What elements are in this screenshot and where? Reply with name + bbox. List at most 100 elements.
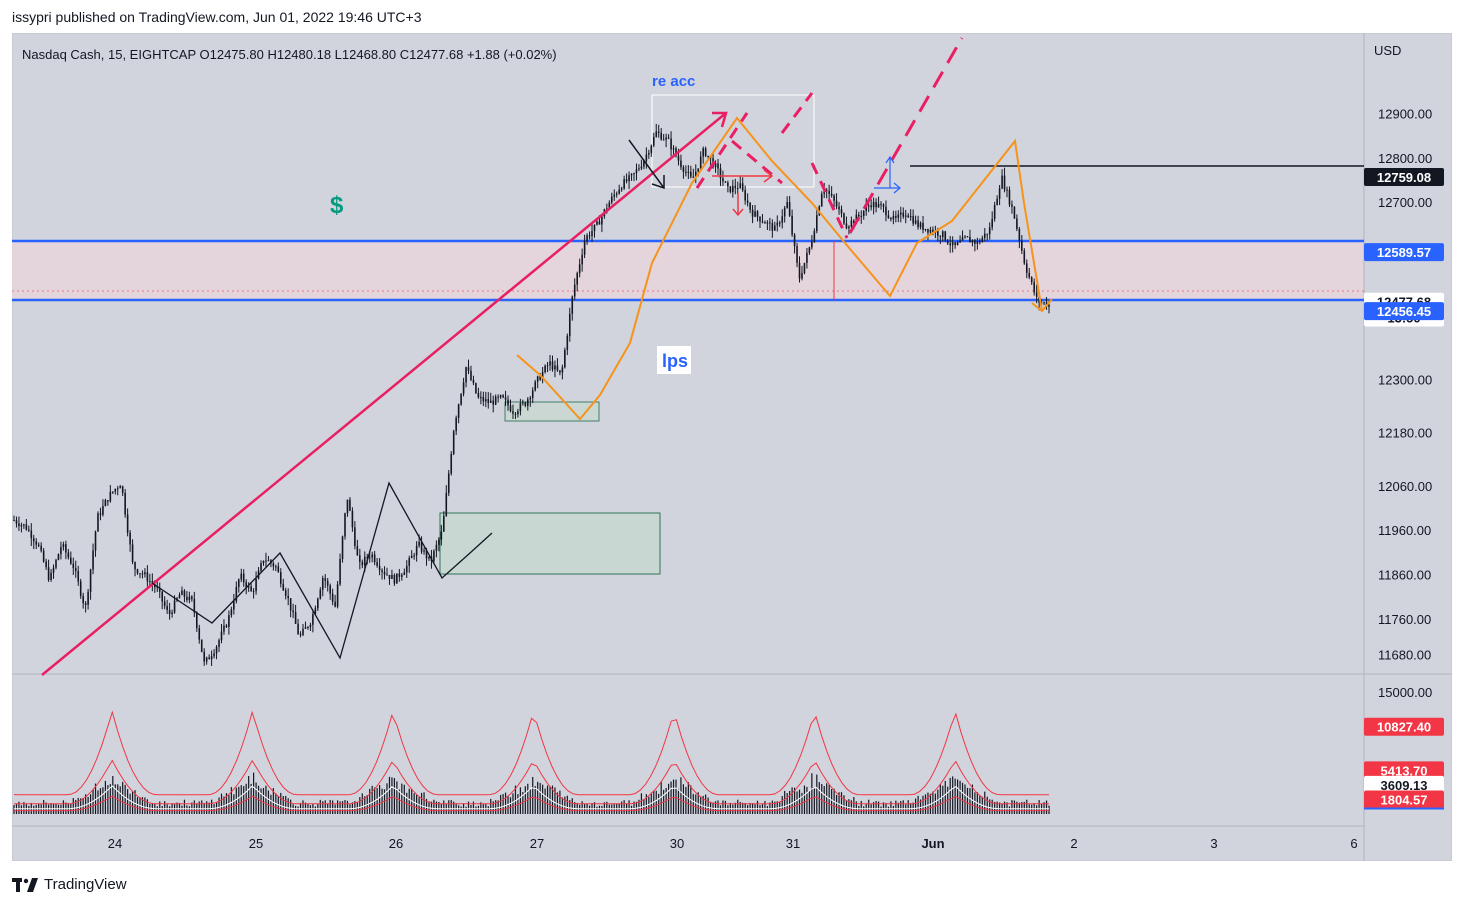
candle-body (314, 608, 317, 615)
candle-body (833, 195, 835, 201)
trading-chart[interactable]: re acc lps $ Nasdaq Cash, 15, EIGHTCAP O… (12, 33, 1452, 861)
candle-body (312, 614, 314, 625)
price-axis[interactable]: 12900.00 12800.00 12700.00 12300.00 12180.00… (1378, 106, 1432, 662)
dashed-line-b[interactable] (731, 139, 783, 185)
candle-body (946, 240, 949, 244)
candle-body (210, 656, 213, 660)
volume-tag-label: 10827.40 (1377, 720, 1431, 735)
time-tick-label: 25 (249, 836, 263, 851)
candle-body (652, 136, 655, 146)
candle-body (158, 587, 161, 592)
dashed-line-d[interactable] (810, 162, 849, 239)
candle-body (877, 203, 880, 208)
candle-body (512, 411, 514, 414)
candle-body (897, 214, 900, 218)
candle-body (554, 365, 556, 370)
candle-body (633, 173, 635, 175)
candle-body (200, 639, 203, 652)
candle-body (598, 221, 601, 225)
candle-body (783, 207, 786, 217)
volume-tag-bg (1364, 761, 1444, 780)
small-zone-box[interactable] (504, 401, 600, 422)
dashed-line-e[interactable] (848, 37, 964, 234)
orange-zigzag[interactable] (516, 116, 1043, 421)
candle-body (744, 190, 746, 201)
currency-label[interactable]: USD (1374, 43, 1401, 58)
candle-body (32, 538, 35, 542)
price-tick-label: 12700.00 (1378, 195, 1432, 210)
candle-body (1028, 272, 1031, 278)
candle-body (885, 206, 887, 216)
black-arrow[interactable] (628, 139, 665, 189)
candle-body (596, 221, 598, 225)
candle-body (193, 598, 196, 613)
symbol-legend[interactable]: Nasdaq Cash, 15, EIGHTCAP O12475.80 H124… (22, 47, 557, 62)
candle-body (887, 215, 890, 218)
dashed-line-c[interactable] (780, 92, 814, 134)
candle-body (109, 491, 112, 502)
candle-body (104, 500, 107, 507)
dashed-line-a[interactable] (695, 112, 749, 189)
candle-body (912, 216, 914, 224)
time-tick-label: Jun (921, 836, 944, 851)
candle-body (830, 193, 833, 196)
trend-line[interactable] (41, 112, 727, 676)
candle-body (388, 575, 391, 579)
candle-body (173, 600, 176, 613)
blue-arrow-right-head (893, 182, 901, 194)
time-axis[interactable]: 24 25 26 27 30 31 Jun 2 3 6 (108, 836, 1358, 851)
footer-brand[interactable]: TradingView (44, 876, 127, 893)
candle-body (648, 153, 650, 155)
candle-body (628, 175, 630, 182)
candle-body (465, 367, 467, 383)
volume-tag-bg (1364, 775, 1444, 794)
candle-body (732, 185, 734, 193)
black-zigzag[interactable] (151, 481, 493, 660)
candle-body (586, 235, 588, 242)
candle-body (391, 574, 393, 579)
candle-body (92, 550, 94, 570)
candle-body (252, 591, 255, 593)
candle-body (766, 222, 769, 224)
demand-zone-box[interactable] (439, 512, 661, 575)
candle-body (319, 589, 322, 599)
candle-body (993, 205, 996, 219)
candle-body (895, 215, 897, 218)
candle-body (677, 155, 680, 161)
candle-body (124, 492, 126, 515)
candle-body (618, 189, 620, 194)
candle-body (746, 200, 749, 203)
candle-body (467, 367, 470, 371)
candle-body (880, 203, 882, 205)
candle-body (376, 562, 378, 566)
candle-body (704, 148, 707, 156)
candle-body (764, 222, 766, 224)
candle-body (714, 163, 717, 168)
candle-body (692, 176, 695, 178)
candle-body (588, 235, 591, 237)
candle-body (1018, 229, 1021, 241)
candle-body (74, 568, 77, 571)
candle-body (576, 273, 578, 285)
blue-arrow-up-head (885, 155, 895, 164)
volume-band-line (14, 759, 1049, 805)
candle-body (107, 500, 109, 502)
candle-body (55, 559, 57, 568)
black-arrow-head (651, 175, 665, 190)
candle-body (571, 296, 574, 314)
candle-body (591, 231, 593, 237)
candle-body (899, 212, 902, 215)
candle-body (778, 222, 781, 224)
candle-body (262, 560, 265, 564)
candle-body (845, 223, 848, 229)
candle-body (297, 623, 299, 635)
candle-body (613, 194, 616, 197)
candle-body (601, 216, 603, 225)
candle-body (65, 544, 67, 553)
candle-body (924, 228, 927, 230)
price-tick-label: 11960.00 (1378, 523, 1431, 538)
candle-body (309, 624, 312, 628)
candle-body (84, 603, 87, 605)
candle-body (981, 237, 984, 243)
